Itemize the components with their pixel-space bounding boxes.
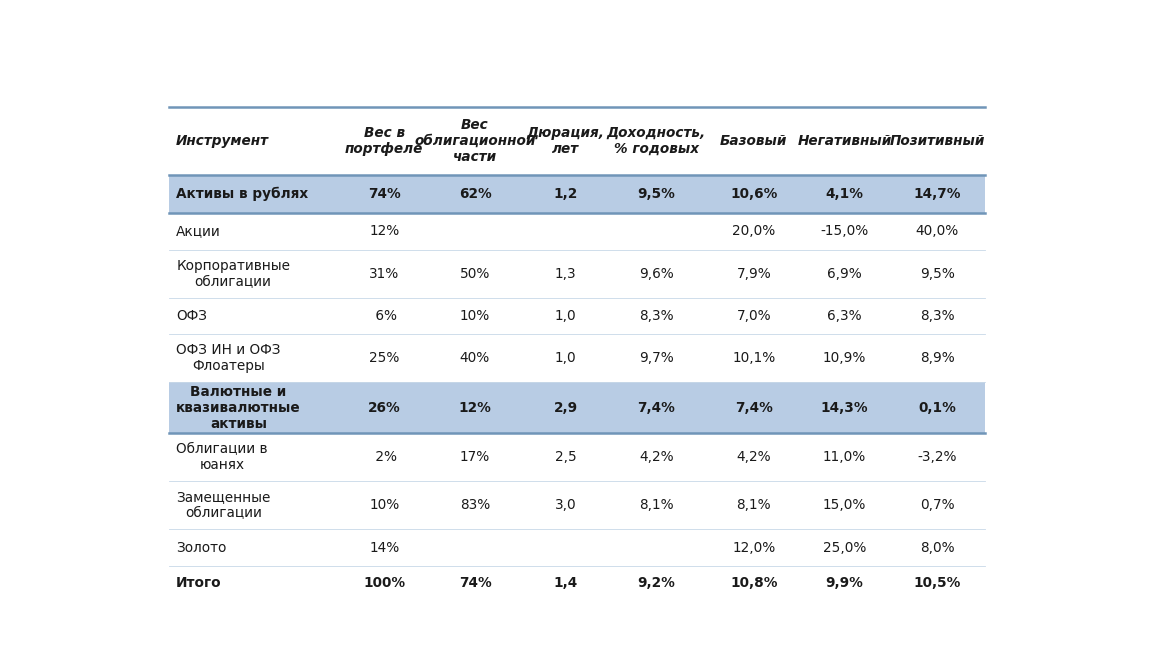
Text: 2,9: 2,9	[553, 401, 578, 415]
Text: 1,2: 1,2	[553, 188, 578, 201]
Text: 6,9%: 6,9%	[827, 266, 862, 281]
Text: 8,3%: 8,3%	[920, 309, 955, 323]
Text: 1,4: 1,4	[553, 576, 578, 590]
Text: Активы в рублях: Активы в рублях	[177, 187, 309, 201]
Text: 12,0%: 12,0%	[732, 541, 776, 555]
Text: 8,0%: 8,0%	[920, 541, 955, 555]
Text: Золото: Золото	[177, 541, 227, 555]
Text: Вес в
портфеле: Вес в портфеле	[345, 126, 424, 156]
Text: 14,7%: 14,7%	[914, 188, 961, 201]
Text: Инструмент: Инструмент	[177, 134, 269, 148]
Text: 6,3%: 6,3%	[827, 309, 862, 323]
Text: Итого: Итого	[177, 576, 222, 590]
Text: 40,0%: 40,0%	[916, 224, 959, 238]
Text: Негативный: Негативный	[797, 134, 892, 148]
Bar	[168, 175, 985, 213]
Text: 9,5%: 9,5%	[920, 266, 955, 281]
Text: 74%: 74%	[459, 576, 491, 590]
Text: 25%: 25%	[369, 351, 399, 365]
Text: 14%: 14%	[370, 541, 399, 555]
Bar	[168, 107, 985, 175]
Text: -3,2%: -3,2%	[917, 450, 957, 464]
Bar	[168, 382, 985, 433]
Text: 50%: 50%	[460, 266, 490, 281]
Text: 7,4%: 7,4%	[638, 401, 675, 415]
Text: 1,0: 1,0	[555, 309, 577, 323]
Text: 8,3%: 8,3%	[639, 309, 674, 323]
Bar	[168, 566, 985, 600]
Bar	[168, 530, 985, 566]
Text: 1,3: 1,3	[555, 266, 577, 281]
Text: 10%: 10%	[460, 309, 490, 323]
Text: 0,1%: 0,1%	[918, 401, 956, 415]
Text: 10,8%: 10,8%	[730, 576, 777, 590]
Text: 9,2%: 9,2%	[638, 576, 675, 590]
Bar	[168, 298, 985, 334]
Bar	[168, 213, 985, 249]
Bar	[168, 433, 985, 481]
Text: 6%: 6%	[371, 309, 398, 323]
Text: 20,0%: 20,0%	[732, 224, 776, 238]
Text: 40%: 40%	[460, 351, 490, 365]
Text: 26%: 26%	[367, 401, 400, 415]
Bar	[168, 249, 985, 298]
Text: 0,7%: 0,7%	[920, 498, 955, 513]
Text: 100%: 100%	[363, 576, 405, 590]
Text: 10,9%: 10,9%	[823, 351, 866, 365]
Bar	[168, 334, 985, 382]
Text: 4,2%: 4,2%	[639, 450, 674, 464]
Text: 9,5%: 9,5%	[638, 188, 675, 201]
Text: 10,5%: 10,5%	[914, 576, 961, 590]
Text: 15,0%: 15,0%	[823, 498, 866, 513]
Text: Вес
облигационной
части: Вес облигационной части	[414, 118, 536, 164]
Text: ОФЗ ИН и ОФЗ
Флоатеры: ОФЗ ИН и ОФЗ Флоатеры	[177, 343, 281, 374]
Text: 8,1%: 8,1%	[639, 498, 674, 513]
Text: 14,3%: 14,3%	[820, 401, 868, 415]
Text: 7,4%: 7,4%	[735, 401, 772, 415]
Text: ОФЗ: ОФЗ	[177, 309, 207, 323]
Text: -15,0%: -15,0%	[820, 224, 868, 238]
Text: 8,1%: 8,1%	[736, 498, 771, 513]
Text: Облигации в
юанях: Облигации в юанях	[177, 442, 268, 472]
Text: 10%: 10%	[370, 498, 399, 513]
Text: 8,9%: 8,9%	[920, 351, 955, 365]
Text: 83%: 83%	[460, 498, 490, 513]
Text: 12%: 12%	[370, 224, 399, 238]
Text: 31%: 31%	[370, 266, 399, 281]
Text: Акции: Акции	[177, 224, 221, 238]
Text: 2%: 2%	[371, 450, 398, 464]
Text: Доходность,
% годовых: Доходность, % годовых	[607, 126, 706, 156]
Text: Позитивный: Позитивный	[889, 134, 985, 148]
Text: 9,6%: 9,6%	[639, 266, 674, 281]
Text: 17%: 17%	[460, 450, 490, 464]
Text: 10,1%: 10,1%	[732, 351, 776, 365]
Text: 62%: 62%	[459, 188, 491, 201]
Text: Корпоративные
облигации: Корпоративные облигации	[177, 259, 290, 289]
Text: 4,2%: 4,2%	[736, 450, 771, 464]
Text: 4,1%: 4,1%	[826, 188, 863, 201]
Text: 25,0%: 25,0%	[823, 541, 866, 555]
Text: 9,9%: 9,9%	[826, 576, 863, 590]
Text: Валютные и
квазивалютные
активы: Валютные и квазивалютные активы	[177, 384, 301, 431]
Text: 3,0: 3,0	[555, 498, 577, 513]
Text: 10,6%: 10,6%	[730, 188, 777, 201]
Text: 74%: 74%	[367, 188, 400, 201]
Bar	[168, 481, 985, 530]
Text: Дюрация,
лет: Дюрация, лет	[526, 126, 605, 156]
Text: 11,0%: 11,0%	[823, 450, 866, 464]
Text: 12%: 12%	[459, 401, 491, 415]
Text: 2,5: 2,5	[555, 450, 577, 464]
Text: 7,9%: 7,9%	[736, 266, 771, 281]
Text: Базовый: Базовый	[720, 134, 787, 148]
Text: 1,0: 1,0	[555, 351, 577, 365]
Text: 7,0%: 7,0%	[736, 309, 771, 323]
Text: 9,7%: 9,7%	[639, 351, 674, 365]
Text: Замещенные
облигации: Замещенные облигации	[177, 490, 270, 520]
